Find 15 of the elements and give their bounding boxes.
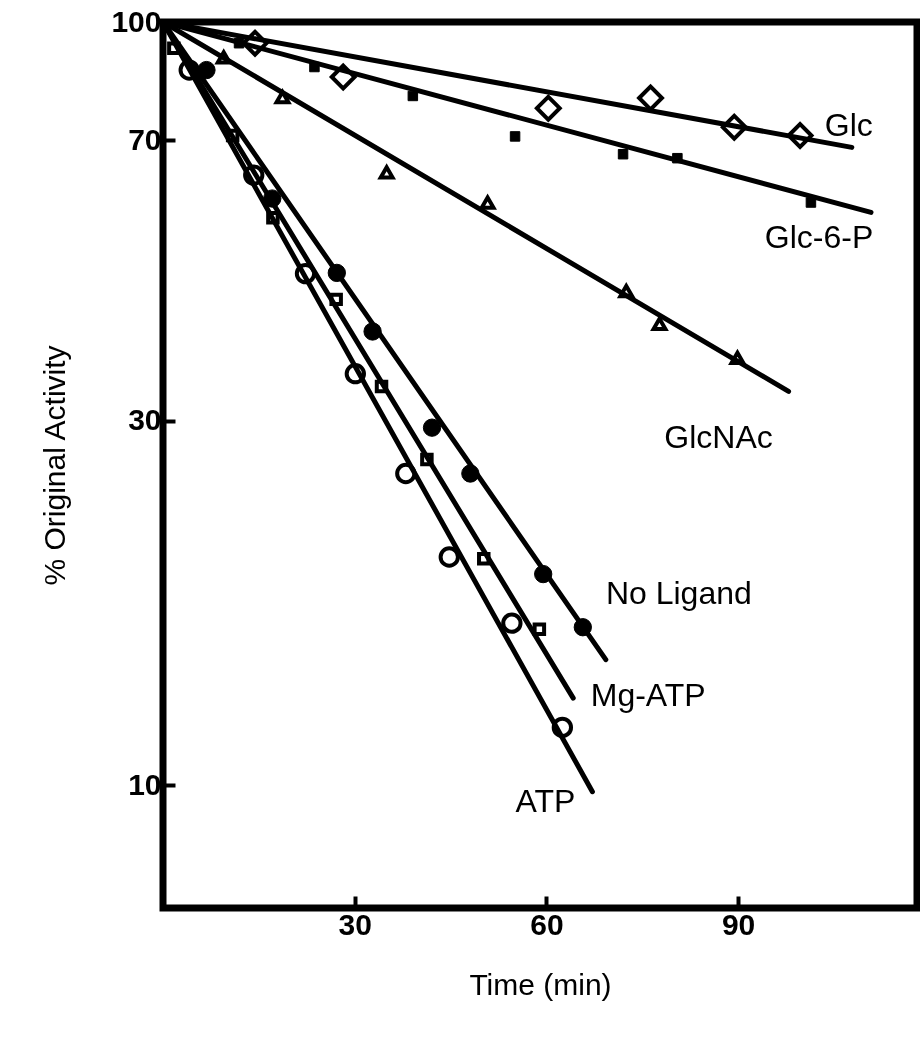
series-label: Mg-ATP [590,677,706,714]
y-axis-title: % Original Activity [38,345,72,586]
series-label: ATP [515,782,576,819]
x-axis-title: Time (min) [469,967,612,1001]
y-tick-label: 10 [128,767,162,801]
series-label: GlcNAc [664,419,773,456]
y-tick-label: 100 [111,4,162,38]
series-label: Glc [824,107,873,144]
series-label: No Ligand [605,574,752,611]
y-tick-label: 70 [128,122,162,156]
x-tick-label: 30 [338,907,372,941]
series-label: Glc-6-P [764,219,874,256]
x-tick-label: 90 [721,907,756,941]
x-tick-label: 60 [530,907,564,941]
y-tick-label: 30 [128,403,162,437]
